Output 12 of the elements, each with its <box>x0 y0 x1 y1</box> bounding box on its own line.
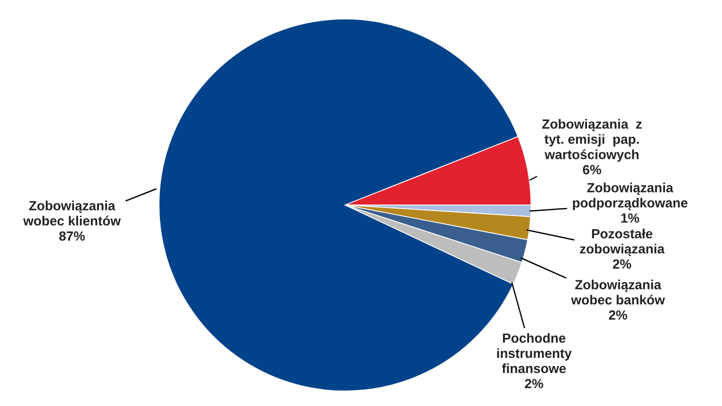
slice-label: Pochodne instrumenty finansowe <box>497 333 572 374</box>
data-label: 6% <box>582 165 602 174</box>
data-label: 87% <box>59 231 85 241</box>
data-label: 2% <box>612 259 632 269</box>
data-label: 1% <box>621 213 640 223</box>
slice-label: Pozostałe zobowiązania <box>580 228 665 256</box>
slice-label: Zobowiązania wobec banków <box>571 280 665 305</box>
data-label: 2% <box>524 378 544 388</box>
slice-label: Zobowiązania z tyt. emisji pap. wartościowych <box>542 119 642 162</box>
slice-label: Zobowiązania podporządkowane <box>572 182 688 210</box>
data-label: 2% <box>608 310 628 320</box>
slice-label: Zobowiązania wobec klientów <box>23 200 121 226</box>
